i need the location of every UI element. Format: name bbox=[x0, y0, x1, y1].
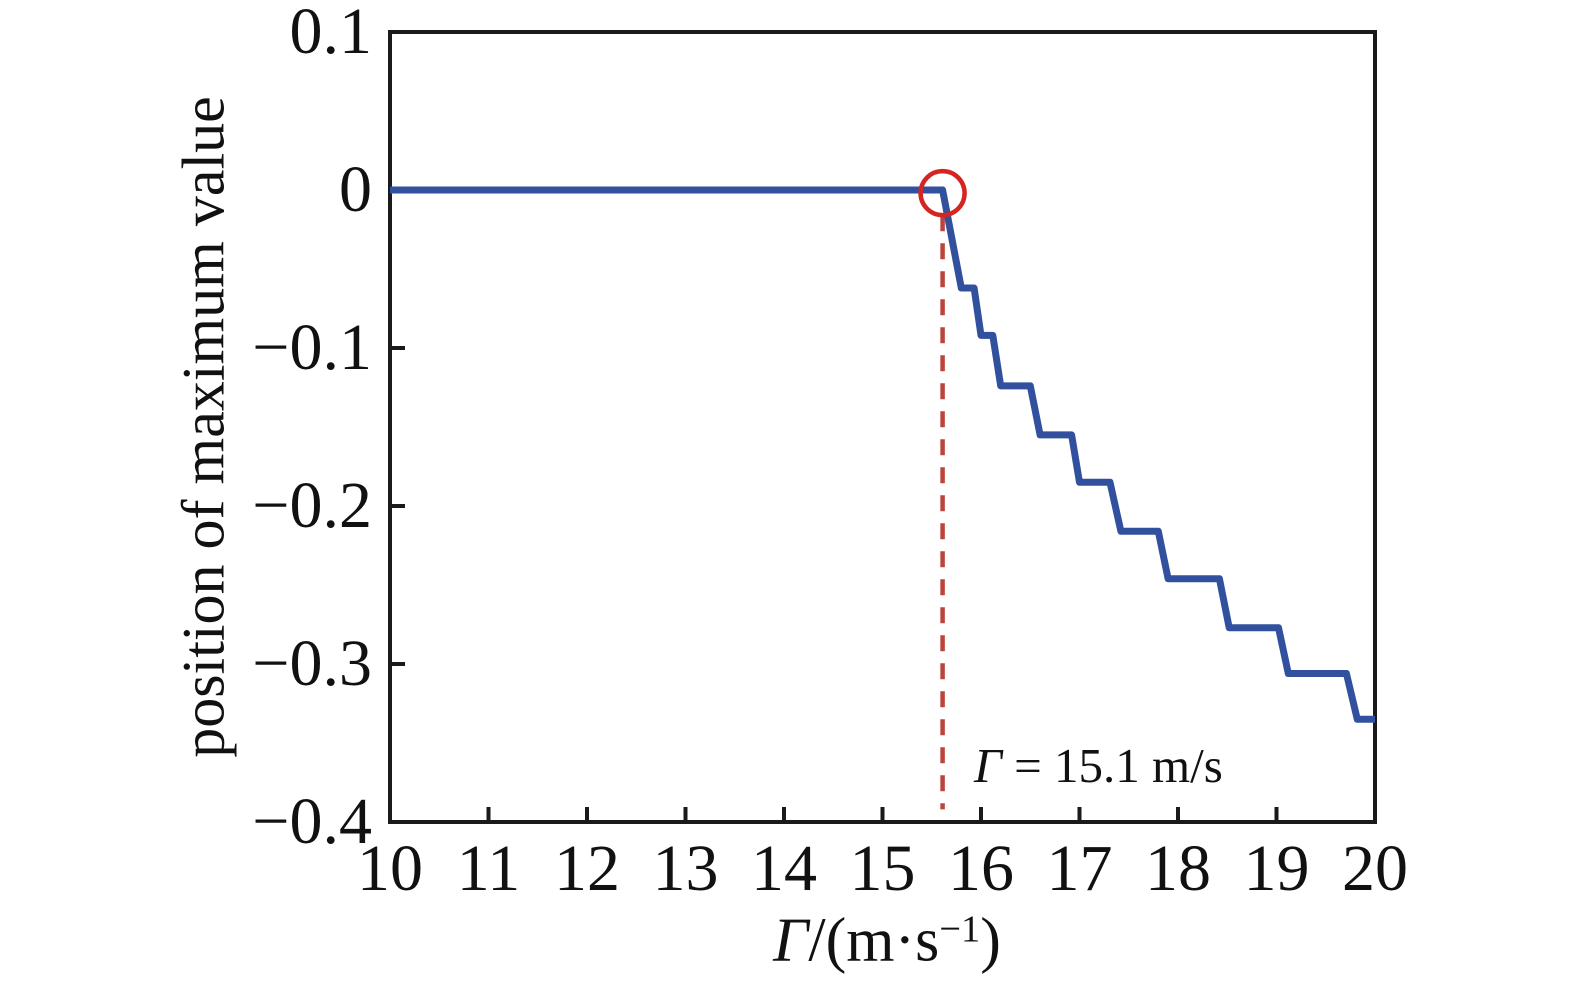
y-tick-label: 0 bbox=[339, 153, 372, 226]
x-tick-label: 20 bbox=[1342, 832, 1408, 905]
gamma-symbol: Γ bbox=[974, 738, 1002, 793]
x-tick-label: 13 bbox=[652, 832, 719, 905]
axis-box bbox=[388, 30, 1377, 824]
x-axis-label-exponent: −1 bbox=[939, 908, 981, 951]
y-axis-label: position of maximum value bbox=[170, 96, 237, 758]
threshold-annotation: Γ = 15.1 m/s bbox=[974, 741, 1223, 790]
y-tick-label: −0.3 bbox=[252, 627, 372, 700]
x-tick-label: 17 bbox=[1046, 832, 1113, 905]
y-tick-label: −0.2 bbox=[252, 469, 372, 542]
x-tick-label: 18 bbox=[1145, 832, 1211, 905]
y-tick-label: 0.1 bbox=[289, 0, 373, 68]
x-tick-label: 10 bbox=[357, 832, 423, 905]
gamma-symbol: Γ bbox=[773, 906, 809, 975]
threshold-annotation-value: = 15.1 m/s bbox=[1001, 738, 1223, 793]
data-line bbox=[390, 186, 1375, 723]
x-tick-label: 19 bbox=[1243, 832, 1310, 905]
x-tick-label: 11 bbox=[456, 832, 521, 905]
x-axis-label-units: /(m·s bbox=[808, 906, 940, 975]
y-tick-label: −0.1 bbox=[252, 311, 372, 384]
x-axis-label-close-paren: ) bbox=[980, 906, 1001, 975]
plot-area bbox=[388, 30, 1377, 824]
x-tick-label: 16 bbox=[948, 832, 1014, 905]
x-tick-label: 15 bbox=[849, 832, 916, 905]
x-tick-label: 12 bbox=[554, 832, 620, 905]
breakpoint-circle-marker bbox=[918, 168, 967, 218]
y-tick-label: −0.4 bbox=[252, 785, 372, 858]
x-axis-label: Γ/(m·s−1) bbox=[773, 906, 1001, 977]
x-tick-label: 14 bbox=[751, 832, 817, 905]
